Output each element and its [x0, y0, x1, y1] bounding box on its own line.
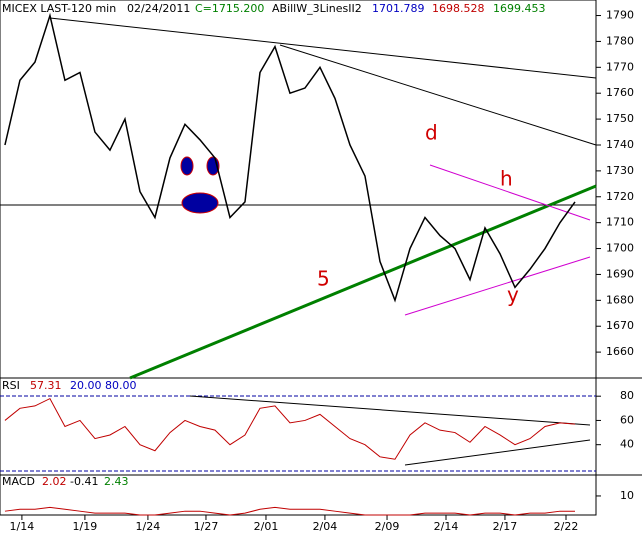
y-tick-label: 1760	[606, 86, 634, 99]
triangle-line	[429, 164, 591, 221]
rsi-label: RSI	[2, 379, 20, 392]
frame	[0, 0, 597, 516]
x-tick-label: 2/17	[493, 520, 518, 533]
y-tick-label: 60	[620, 413, 634, 426]
x-tick-label: 2/01	[254, 520, 279, 533]
x-tick-label: 1/14	[10, 520, 35, 533]
title: MICEX LAST-120 min	[2, 2, 116, 15]
y-tick-label: 1740	[606, 138, 634, 151]
face-mouth	[181, 192, 219, 214]
series-line	[4, 506, 575, 516]
y-tick-label: 1660	[606, 345, 634, 358]
y-tick-label: 1690	[606, 267, 634, 280]
rsi-value: 80.00	[105, 379, 137, 392]
x-tick-label: 2/14	[434, 520, 459, 533]
y-tick-label: 1670	[606, 319, 634, 332]
indicator-value: 1701.789	[372, 2, 425, 15]
trend-line	[49, 17, 597, 79]
x-tick-label: 2/04	[313, 520, 338, 533]
y-tick-label: 1700	[606, 242, 634, 255]
rsi-value: 20.00	[70, 379, 102, 392]
date: 02/24/2011	[127, 2, 190, 15]
y-tick-label: 40	[620, 438, 634, 451]
series-line	[4, 12, 576, 303]
y-tick-label: 1770	[606, 60, 634, 73]
series-line	[4, 397, 576, 460]
y-tick-label: 1680	[606, 293, 634, 306]
macd-value: -0.41	[70, 475, 98, 488]
annotation: d	[425, 121, 438, 145]
x-tick-label: 1/19	[73, 520, 98, 533]
indicator-value: 1699.453	[493, 2, 546, 15]
x-tick-label: 1/24	[136, 520, 161, 533]
macd-label: MACD	[2, 475, 35, 488]
x-tick-label: 2/09	[375, 520, 400, 533]
y-tick-label: 1720	[606, 190, 634, 203]
triangle-line	[404, 256, 591, 316]
annotation: y	[507, 283, 519, 307]
rsi-value: 57.31	[30, 379, 62, 392]
macd-value: 2.02	[42, 475, 67, 488]
macd-value: 2.43	[104, 475, 129, 488]
trend-line	[279, 44, 597, 146]
annotation: 5	[317, 267, 330, 291]
y-tick-label: 80	[620, 389, 634, 402]
y-tick-label: 1750	[606, 112, 634, 125]
y-tick-label: 1780	[606, 34, 634, 47]
indicator: ABillW_3LinesII2	[272, 2, 362, 15]
x-tick-label: 2/22	[554, 520, 579, 533]
y-tick-label: 1790	[606, 9, 634, 22]
close-label: C=1715.200	[195, 2, 264, 15]
rsi-trend	[404, 439, 591, 466]
rsi-trend	[189, 395, 591, 426]
x-tick-label: 1/27	[194, 520, 219, 533]
y-tick-label: 10	[620, 489, 634, 502]
indicator-value: 1698.528	[432, 2, 485, 15]
y-tick-label: 1730	[606, 164, 634, 177]
y-tick-label: 1710	[606, 216, 634, 229]
annotation: h	[500, 167, 513, 191]
face-eye	[180, 156, 194, 176]
trend-line	[129, 184, 597, 380]
